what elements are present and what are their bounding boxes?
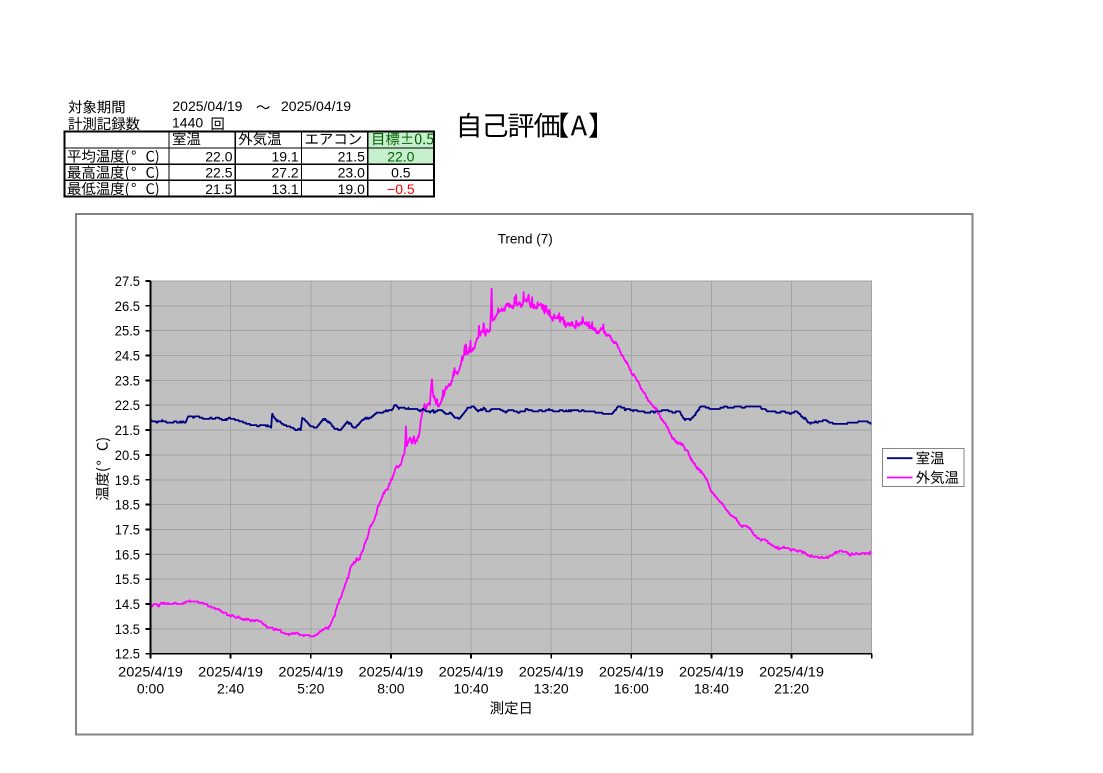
svg-text:20.5: 20.5 — [115, 447, 140, 463]
svg-text:2025/4/19: 2025/4/19 — [599, 664, 664, 680]
svg-text:19.0: 19.0 — [338, 181, 365, 197]
svg-text:21.5: 21.5 — [338, 149, 365, 165]
svg-text:16.5: 16.5 — [115, 546, 140, 562]
svg-text:13:20: 13:20 — [534, 680, 569, 696]
svg-text:2025/4/19: 2025/4/19 — [118, 664, 183, 680]
svg-text:2025/04/19: 2025/04/19 — [172, 98, 242, 114]
svg-text:23.5: 23.5 — [115, 372, 140, 388]
svg-text:25.5: 25.5 — [115, 323, 140, 339]
svg-text:19.5: 19.5 — [115, 472, 140, 488]
svg-text:18.5: 18.5 — [115, 497, 140, 513]
svg-text:2025/4/19: 2025/4/19 — [198, 664, 263, 680]
svg-text:22.0: 22.0 — [205, 149, 232, 165]
svg-text:2025/4/19: 2025/4/19 — [759, 664, 824, 680]
svg-text:13.1: 13.1 — [271, 181, 298, 197]
svg-text:10:40: 10:40 — [453, 680, 488, 696]
svg-text:2025/4/19: 2025/4/19 — [679, 664, 744, 680]
svg-text:0.5: 0.5 — [391, 165, 411, 181]
svg-text:22.5: 22.5 — [205, 165, 232, 181]
svg-text:15.5: 15.5 — [115, 571, 140, 587]
svg-text:21:20: 21:20 — [774, 680, 809, 696]
svg-text:2025/4/19: 2025/4/19 — [519, 664, 584, 680]
svg-text:0:00: 0:00 — [137, 680, 164, 696]
svg-text:24.5: 24.5 — [115, 348, 140, 364]
svg-text:5:20: 5:20 — [297, 680, 324, 696]
svg-text:21.5: 21.5 — [115, 422, 140, 438]
svg-text:2:40: 2:40 — [217, 680, 244, 696]
svg-text:17.5: 17.5 — [115, 522, 140, 538]
svg-text:21.5: 21.5 — [205, 181, 232, 197]
svg-text:27.2: 27.2 — [271, 165, 298, 181]
svg-text:14.5: 14.5 — [115, 596, 140, 612]
svg-text:23.0: 23.0 — [338, 165, 365, 181]
svg-text:16:00: 16:00 — [614, 680, 649, 696]
svg-text:18:40: 18:40 — [694, 680, 729, 696]
svg-text:2025/04/19: 2025/04/19 — [281, 98, 351, 114]
svg-text:2025/4/19: 2025/4/19 — [439, 664, 504, 680]
svg-text:13.5: 13.5 — [115, 621, 140, 637]
svg-text:22.0: 22.0 — [387, 149, 414, 165]
svg-text:26.5: 26.5 — [115, 298, 140, 314]
svg-text:22.5: 22.5 — [115, 397, 140, 413]
svg-text:1440: 1440 — [172, 115, 203, 131]
svg-text:19.1: 19.1 — [271, 149, 298, 165]
svg-text:8:00: 8:00 — [377, 680, 404, 696]
svg-text:Trend (7): Trend (7) — [498, 232, 553, 247]
svg-text:2025/4/19: 2025/4/19 — [359, 664, 424, 680]
svg-text:12.5: 12.5 — [115, 646, 140, 662]
svg-text:2025/4/19: 2025/4/19 — [278, 664, 343, 680]
svg-text:−0.5: −0.5 — [387, 181, 415, 197]
svg-text:27.5: 27.5 — [115, 273, 140, 289]
